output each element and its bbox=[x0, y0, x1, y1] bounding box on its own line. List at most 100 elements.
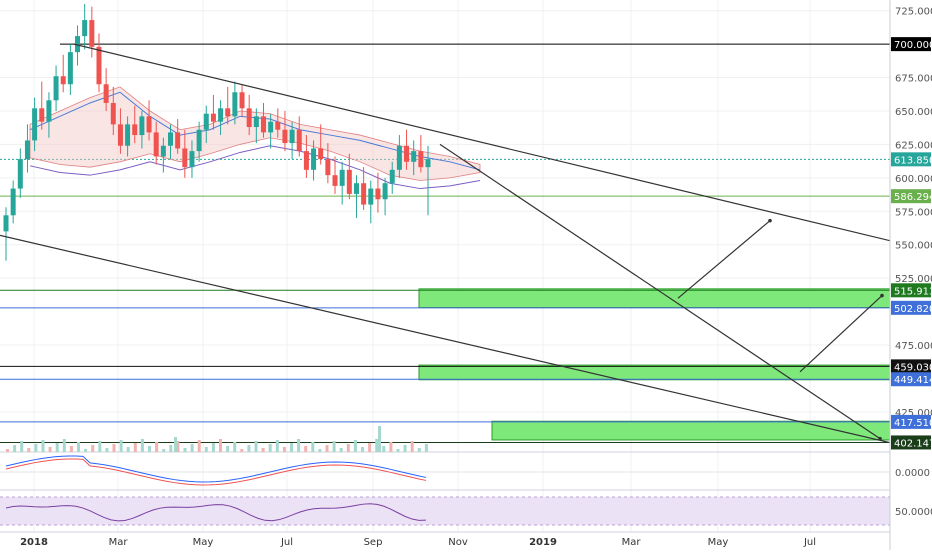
candle-body bbox=[289, 129, 295, 144]
price-tick-label: 475.000 bbox=[895, 341, 932, 352]
volume-bar bbox=[174, 437, 177, 452]
volume-bar bbox=[169, 445, 173, 452]
candle-body bbox=[311, 148, 317, 170]
volume-bar bbox=[91, 445, 95, 452]
grid bbox=[0, 0, 890, 532]
volume-bar bbox=[282, 447, 286, 452]
moving-average-line bbox=[29, 145, 481, 190]
arrow-head bbox=[878, 436, 882, 441]
candle-body bbox=[418, 151, 424, 168]
time-tick-label: Nov bbox=[448, 537, 468, 548]
price-badge-label: 502.820 bbox=[894, 304, 932, 315]
candle-body bbox=[282, 129, 288, 144]
candle-body bbox=[325, 159, 331, 176]
candle-body bbox=[382, 183, 388, 200]
time-tick-label: 2019 bbox=[529, 537, 557, 548]
volume-bar bbox=[98, 441, 102, 452]
price-badge bbox=[891, 414, 931, 429]
candle-body bbox=[82, 20, 88, 37]
volume-bar bbox=[148, 446, 151, 452]
green-zone bbox=[491, 420, 891, 441]
price-badge bbox=[891, 359, 931, 374]
candle-body bbox=[46, 100, 52, 122]
candle-body bbox=[67, 52, 73, 85]
projection-arrow-up bbox=[677, 220, 771, 299]
volume-bar bbox=[275, 440, 279, 452]
volume-bar bbox=[48, 447, 52, 452]
price-tick-label: 650.000 bbox=[895, 107, 932, 118]
candle-body bbox=[253, 116, 259, 128]
projection-arrow-up-2 bbox=[799, 295, 883, 373]
volume-bar bbox=[183, 448, 187, 452]
price-tick-label: 575.000 bbox=[895, 207, 932, 218]
price-badge bbox=[891, 372, 931, 387]
green-zone bbox=[418, 364, 891, 381]
candle-body bbox=[296, 129, 302, 152]
volume-bar bbox=[126, 447, 130, 452]
candle-body bbox=[139, 116, 145, 136]
projection-line bbox=[439, 143, 881, 440]
volume-bar bbox=[6, 449, 9, 452]
candle-body bbox=[10, 188, 16, 216]
volume-bar bbox=[27, 448, 31, 452]
volume-bar bbox=[119, 440, 123, 452]
candle-body bbox=[110, 102, 116, 125]
volume-bar bbox=[233, 442, 237, 452]
volume-bar bbox=[332, 441, 336, 452]
volume-bar bbox=[20, 441, 24, 452]
price-badge bbox=[891, 189, 931, 204]
volume-bar bbox=[304, 446, 308, 452]
volume-bar bbox=[13, 445, 17, 452]
volume-bar bbox=[247, 445, 251, 452]
rsi-line bbox=[5, 503, 427, 522]
volume-bar bbox=[403, 445, 407, 452]
price-badge bbox=[891, 435, 931, 450]
volume-bar bbox=[268, 444, 272, 452]
volume-bar bbox=[318, 449, 322, 452]
volume-bar bbox=[41, 440, 45, 452]
candle-body bbox=[275, 121, 281, 130]
candle-body bbox=[339, 169, 345, 186]
candle-body bbox=[411, 151, 417, 162]
volume-bar bbox=[62, 439, 66, 452]
volume-bar bbox=[133, 443, 137, 452]
candle-body bbox=[218, 108, 224, 122]
time-tick-label: Mar bbox=[622, 537, 642, 548]
time-tick-label: Jul bbox=[803, 537, 816, 548]
candle-body bbox=[196, 129, 202, 152]
candle-body bbox=[60, 76, 66, 85]
green-zone bbox=[418, 288, 891, 309]
price-tick-label: 725.000 bbox=[895, 7, 932, 18]
candles bbox=[3, 4, 431, 261]
volume-bar bbox=[34, 444, 38, 452]
candle-body bbox=[168, 132, 174, 146]
volume-bar bbox=[77, 442, 80, 452]
rsi-tick-label: 50.0000 bbox=[895, 507, 932, 518]
volume-bar bbox=[254, 441, 258, 452]
time-tick-label: May bbox=[193, 537, 214, 548]
candle-body bbox=[346, 169, 352, 194]
candle-body bbox=[404, 145, 410, 162]
candle-body bbox=[17, 159, 23, 189]
candle-body bbox=[368, 188, 374, 205]
time-tick-label: May bbox=[708, 537, 729, 548]
volume-bar bbox=[410, 441, 414, 452]
price-badge-label: 449.414 bbox=[894, 375, 932, 386]
time-tick-label: 2018 bbox=[20, 537, 48, 548]
candle-body bbox=[332, 175, 338, 186]
price-badge bbox=[891, 152, 931, 167]
price-tick-label: 425.000 bbox=[895, 408, 932, 419]
volume-bar bbox=[219, 439, 222, 452]
price-tick-label: 525.000 bbox=[895, 274, 932, 285]
volume-bar bbox=[339, 448, 343, 452]
trend-lines bbox=[0, 43, 891, 444]
price-axis: 725.000 675.000 650.000 625.000 600.000 575.0… bbox=[889, 0, 932, 550]
volume-bar bbox=[368, 443, 372, 452]
price-tick-label: 675.000 bbox=[895, 74, 932, 85]
price-badge-label: 402.147 bbox=[894, 438, 932, 449]
candle-body bbox=[32, 108, 38, 141]
lower-trend-line bbox=[0, 234, 891, 444]
volume-bar bbox=[84, 449, 88, 452]
candle-body bbox=[125, 124, 131, 146]
volume-bar bbox=[311, 442, 315, 452]
